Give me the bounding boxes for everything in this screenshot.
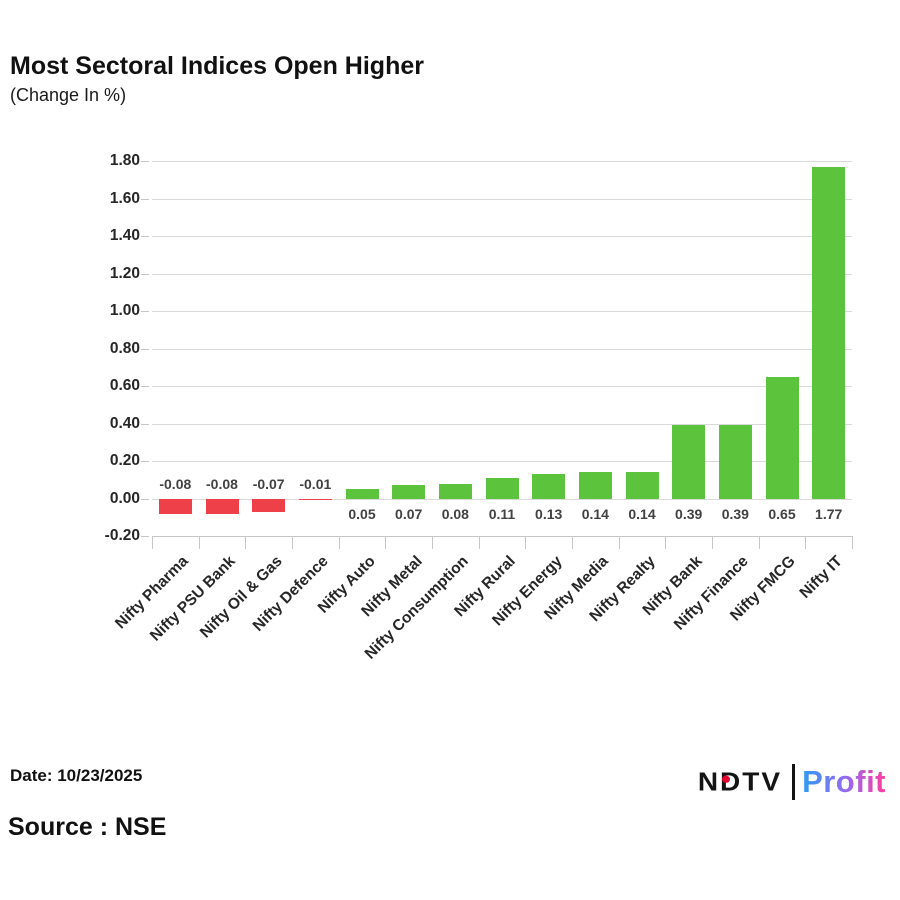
x-axis-tick-mark	[572, 536, 573, 549]
gridline-0.80	[152, 348, 852, 350]
ndtv-red-dot-icon	[721, 775, 730, 783]
ndtv-profit-logo: NDTV Profit	[698, 760, 886, 804]
value-label-nifty-energy: 0.13	[535, 505, 563, 522]
y-axis-tick-label: 0.60	[109, 377, 140, 394]
profit-logo-text: Profit	[802, 764, 886, 799]
gridline-1.00	[152, 311, 852, 312]
bar-nifty-psu-bank	[205, 498, 239, 514]
y-axis-tick-mark	[141, 273, 149, 275]
gridline--0.20	[152, 536, 852, 537]
value-label-nifty-auto: 0.05	[348, 505, 376, 522]
value-label-nifty-rural: 0.11	[488, 505, 516, 522]
y-axis-tick-label: 1.60	[109, 189, 140, 207]
x-axis-tick-mark	[198, 536, 200, 549]
y-axis-tick-mark	[141, 198, 149, 200]
bar-nifty-fmcg	[765, 376, 799, 499]
y-axis-tick-label: 0.40	[109, 414, 140, 432]
bar-nifty-media	[578, 472, 612, 499]
bar-nifty-finance	[718, 425, 752, 499]
bar-nifty-pharma	[158, 498, 192, 514]
gridline-0.60	[152, 386, 852, 387]
bar-nifty-oil-gas	[252, 498, 286, 512]
value-label-nifty-metal: 0.07	[395, 505, 423, 522]
x-axis-tick-mark	[852, 536, 853, 549]
y-axis-tick-label: 1.80	[109, 152, 140, 169]
y-axis-tick-label: 0.00	[109, 489, 140, 507]
value-label-nifty-finance: 0.39	[721, 505, 749, 522]
y-axis-tick-label: -0.20	[104, 527, 140, 544]
bar-nifty-it	[812, 166, 846, 499]
y-axis-tick-mark	[141, 386, 149, 387]
x-axis-tick-mark	[432, 536, 433, 549]
y-axis-tick-label: 0.20	[109, 452, 140, 469]
y-axis-tick-mark	[141, 311, 149, 312]
bar-nifty-bank	[672, 425, 706, 499]
value-label-nifty-oil-gas: -0.07	[252, 475, 285, 492]
value-label-nifty-fmcg: 0.65	[768, 505, 796, 522]
bar-nifty-auto	[345, 489, 379, 499]
gridline-0.00	[152, 498, 852, 500]
bar-nifty-rural	[485, 477, 519, 499]
bar-nifty-realty	[625, 472, 659, 499]
gridline-0.40	[152, 423, 852, 425]
value-label-nifty-consumption: 0.08	[441, 505, 469, 522]
y-axis-tick-label: 0.80	[109, 339, 140, 357]
value-label-nifty-bank: 0.39	[675, 505, 703, 522]
date-label: Date: 10/23/2025	[10, 766, 143, 785]
y-axis-tick-label: 1.40	[109, 227, 140, 244]
x-axis-tick-mark	[385, 536, 387, 549]
x-axis-tick-mark	[245, 536, 247, 549]
x-axis-tick-mark	[805, 536, 807, 549]
x-axis-tick-mark	[292, 536, 293, 549]
x-axis-tick-mark	[618, 536, 620, 549]
value-label-nifty-media: 0.14	[581, 505, 609, 522]
y-axis-tick-label: 1.00	[109, 302, 140, 319]
x-axis-tick-mark	[152, 536, 153, 549]
value-label-nifty-psu-bank: -0.08	[206, 475, 238, 492]
y-axis-tick-mark	[141, 161, 149, 162]
value-label-nifty-pharma: -0.08	[159, 475, 192, 492]
y-axis-tick-mark	[141, 348, 149, 350]
value-label-nifty-defence: -0.01	[299, 475, 332, 492]
logo-divider	[792, 764, 796, 800]
value-label-nifty-it: 1.77	[815, 505, 843, 522]
ndtv-wordmark: NDTV	[697, 767, 783, 796]
bar-nifty-energy	[532, 474, 566, 499]
y-axis-tick-mark	[141, 461, 149, 462]
bar-nifty-consumption	[438, 483, 472, 499]
y-axis-tick-label: 1.20	[109, 264, 140, 282]
page-subtitle: (Change In %)	[10, 85, 127, 105]
ndtv-logo-text: NDTV	[698, 767, 782, 796]
gridline-1.40	[152, 236, 852, 237]
gridline-0.20	[152, 461, 852, 462]
y-axis-tick-mark	[141, 423, 149, 425]
x-axis-tick-mark	[525, 536, 527, 549]
bar-nifty-defence	[298, 498, 332, 501]
value-label-nifty-realty: 0.14	[628, 505, 656, 522]
y-axis-tick-mark	[141, 536, 149, 537]
gridline-1.60	[152, 198, 852, 200]
x-axis-tick-mark	[712, 536, 713, 549]
y-axis-tick-mark	[141, 236, 149, 237]
source-label: Source : NSE	[8, 813, 167, 841]
page-title: Most Sectoral Indices Open Higher	[10, 52, 424, 80]
bar-chart: 1.80 1.60 1.40 1.20 1.00 0.80 0.60 0.40 0.20 0.00…	[105, 152, 853, 663]
gridline-1.20	[152, 273, 852, 275]
x-axis-tick-mark	[758, 536, 760, 549]
x-axis-tick-mark	[338, 536, 340, 549]
bar-nifty-metal	[392, 485, 426, 499]
gridline-1.80	[152, 161, 852, 162]
x-axis-tick-mark	[665, 536, 667, 549]
x-axis-tick-mark	[478, 536, 480, 549]
y-axis-tick-mark	[141, 498, 149, 500]
